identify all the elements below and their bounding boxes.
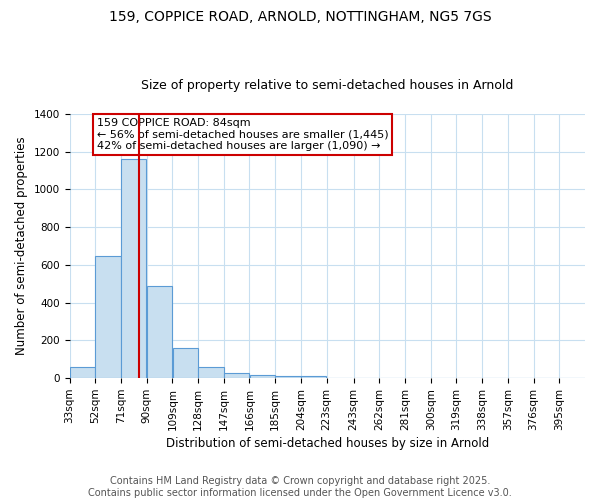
Bar bbox=[121, 160, 146, 378]
Text: Contains HM Land Registry data © Crown copyright and database right 2025.
Contai: Contains HM Land Registry data © Crown c… bbox=[88, 476, 512, 498]
X-axis label: Distribution of semi-detached houses by size in Arnold: Distribution of semi-detached houses by … bbox=[166, 437, 489, 450]
Bar bbox=[275, 376, 301, 378]
Title: Size of property relative to semi-detached houses in Arnold: Size of property relative to semi-detach… bbox=[141, 79, 514, 92]
Bar bbox=[70, 367, 95, 378]
Bar bbox=[95, 256, 121, 378]
Bar bbox=[147, 286, 172, 378]
Bar bbox=[173, 348, 198, 378]
Text: 159, COPPICE ROAD, ARNOLD, NOTTINGHAM, NG5 7GS: 159, COPPICE ROAD, ARNOLD, NOTTINGHAM, N… bbox=[109, 10, 491, 24]
Y-axis label: Number of semi-detached properties: Number of semi-detached properties bbox=[15, 137, 28, 356]
Text: 159 COPPICE ROAD: 84sqm
← 56% of semi-detached houses are smaller (1,445)
42% of: 159 COPPICE ROAD: 84sqm ← 56% of semi-de… bbox=[97, 118, 388, 151]
Bar bbox=[198, 367, 224, 378]
Bar bbox=[301, 376, 326, 378]
Bar bbox=[224, 372, 249, 378]
Bar bbox=[250, 376, 275, 378]
